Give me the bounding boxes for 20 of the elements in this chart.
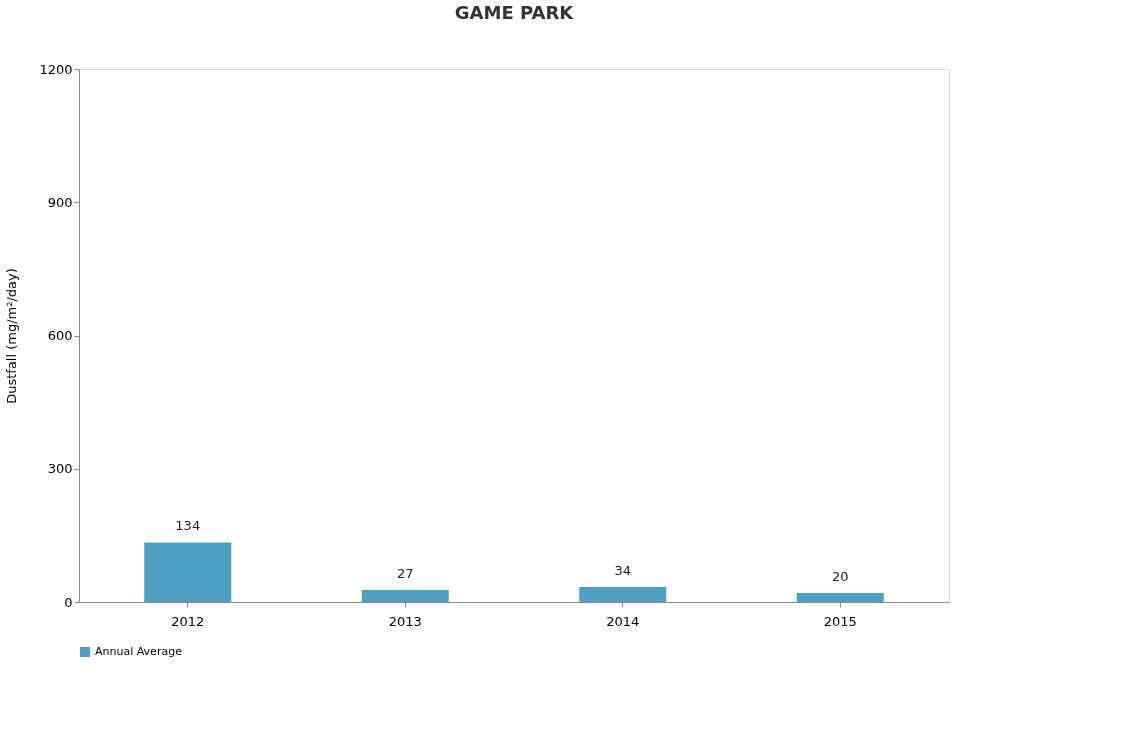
x-tick-label: 2012: [171, 613, 205, 629]
y-axis-title: Dustfall (mg/m²/day): [4, 268, 20, 404]
bar: [361, 590, 449, 602]
data-label: 20: [831, 569, 849, 585]
y-tick-label: 600: [47, 328, 73, 343]
chart-title: GAME PARK: [454, 2, 575, 23]
y-tick-label: 300: [47, 461, 73, 477]
y-tick-label: 0: [64, 594, 73, 610]
y-tick-label: 1200: [39, 61, 73, 77]
bar: [579, 586, 667, 602]
bar: [144, 542, 232, 602]
x-tick-label: 2013: [388, 613, 422, 629]
x-tick-label: 2015: [823, 613, 857, 629]
x-tick-label: 2014: [606, 613, 640, 629]
data-label: 27: [396, 566, 414, 582]
legend-label: Annual Average: [95, 645, 183, 658]
data-label: 134: [175, 518, 201, 534]
y-tick-label: 900: [47, 194, 73, 210]
bar: [796, 593, 884, 602]
data-label: 34: [614, 562, 632, 578]
